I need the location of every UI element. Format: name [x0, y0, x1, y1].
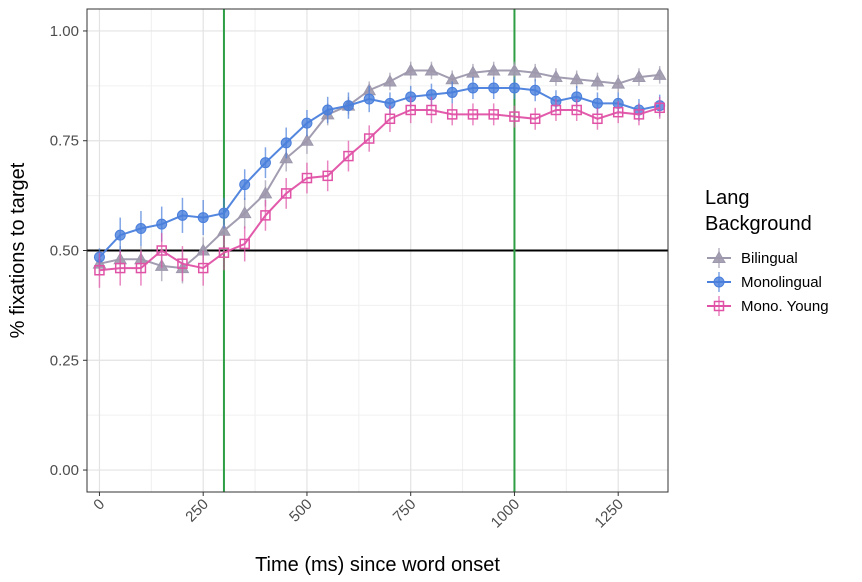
data-point	[468, 83, 478, 93]
data-point	[259, 187, 271, 198]
y-tick-label: 0.50	[50, 243, 79, 260]
legend-title: Lang Background	[705, 187, 812, 235]
data-point	[115, 230, 125, 240]
x-tick-label: 1250	[591, 496, 627, 532]
legend-label: Mono. Young	[741, 298, 829, 315]
data-point	[177, 210, 187, 220]
y-tick-label: 1.00	[50, 23, 79, 40]
legend-item-mono-young: Mono. Young	[707, 296, 829, 316]
data-point	[364, 94, 374, 104]
legend-key-marker	[714, 277, 724, 287]
data-point	[281, 138, 291, 148]
y-tick-label: 0.75	[50, 133, 79, 150]
x-axis-title: Time (ms) since word onset	[255, 554, 500, 576]
data-point	[260, 158, 270, 168]
legend-label: Monolingual	[741, 274, 822, 291]
data-point	[343, 101, 353, 111]
x-tick-label: 500	[286, 496, 316, 526]
data-point	[198, 213, 208, 223]
data-point	[302, 118, 312, 128]
data-point	[323, 105, 333, 115]
data-point	[509, 83, 519, 93]
data-point	[136, 224, 146, 234]
series	[93, 62, 665, 288]
data-point	[157, 219, 167, 229]
legend-item-bilingual: Bilingual	[707, 248, 798, 268]
x-tick-label: 250	[182, 496, 212, 526]
legend-item-monolingual: Monolingual	[707, 272, 822, 292]
legend: Lang Background Bilingual Monolingual Mono. …	[705, 187, 829, 316]
data-point	[530, 85, 540, 95]
x-tick-label: 750	[390, 496, 420, 526]
y-tick-label: 0.00	[50, 462, 79, 479]
data-point	[384, 75, 396, 86]
data-point	[219, 208, 229, 218]
legend-label: Bilingual	[741, 250, 798, 267]
y-axis-title: % fixations to target	[7, 162, 29, 338]
data-point	[592, 98, 602, 108]
series-mono-young	[95, 97, 664, 288]
y-tick-label: 0.25	[50, 352, 79, 369]
legend-title-line: Background	[705, 213, 812, 235]
x-tick-label: 1000	[488, 496, 524, 532]
x-tick-label: 0	[90, 496, 108, 514]
legend-title-line: Lang	[705, 187, 750, 209]
series-line	[100, 88, 660, 257]
data-point	[489, 83, 499, 93]
data-point	[447, 87, 457, 97]
data-point	[654, 69, 666, 80]
series-line	[100, 108, 660, 270]
data-point	[240, 180, 250, 190]
